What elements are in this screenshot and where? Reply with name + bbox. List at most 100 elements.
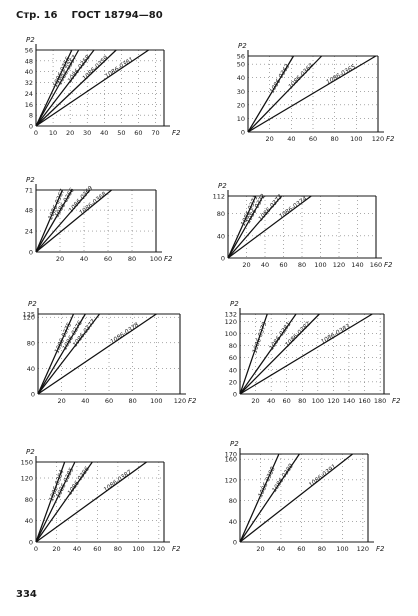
x-tick-label: 80 xyxy=(298,397,306,405)
y-tick-label: 40 xyxy=(229,366,237,374)
x-tick-label: 40 xyxy=(261,261,269,269)
series-line xyxy=(37,313,157,395)
series-line xyxy=(35,189,112,253)
x-axis-label: F2 xyxy=(164,255,173,263)
x-tick-label: 60 xyxy=(309,135,317,143)
y-axis-label: P2 xyxy=(28,300,37,308)
x-tick-label: 70 xyxy=(151,129,159,137)
x-tick-label: 120 xyxy=(372,135,384,143)
x-tick-label: 60 xyxy=(134,129,142,137)
series-line xyxy=(35,461,76,543)
y-tick-label: 40 xyxy=(229,518,237,526)
series-line xyxy=(37,313,75,395)
series-line xyxy=(37,313,86,395)
series-line xyxy=(227,195,283,259)
y-tick-label: 150 xyxy=(21,459,33,467)
x-tick-label: 180 xyxy=(374,397,386,405)
y-tick-label: 0 xyxy=(29,123,33,131)
y-tick-label: 40 xyxy=(237,74,245,82)
x-tick-label: 40 xyxy=(277,545,285,553)
series-line xyxy=(239,453,300,543)
x-tick-label: 40 xyxy=(80,255,88,263)
x-tick-label: 60 xyxy=(105,397,113,405)
y-tick-label: 50 xyxy=(237,61,245,69)
x-tick-label: 120 xyxy=(327,397,339,405)
series-line xyxy=(35,461,93,543)
x-axis-label: F2 xyxy=(386,135,395,143)
x-tick-label: 20 xyxy=(66,129,74,137)
x-axis-label: F2 xyxy=(384,261,393,269)
y-tick-label: 32 xyxy=(25,79,33,87)
y-tick-label: 40 xyxy=(25,517,33,525)
series-line xyxy=(247,55,323,133)
y-tick-label: 80 xyxy=(27,339,35,347)
x-tick-label: 160 xyxy=(358,397,370,405)
series-line xyxy=(35,49,80,127)
page-header: Стр. 16 ГОСТ 18794—80 xyxy=(16,10,163,21)
series-line xyxy=(227,195,257,259)
x-tick-label: 100 xyxy=(336,545,348,553)
series-label: 1086-0383 xyxy=(320,323,352,346)
x-tick-label: 20 xyxy=(251,397,259,405)
x-tick-label: 60 xyxy=(93,545,101,553)
x-axis-label: F2 xyxy=(188,397,197,405)
y-tick-label: 24 xyxy=(25,228,33,236)
x-tick-label: 100 xyxy=(150,397,162,405)
x-tick-label: 40 xyxy=(100,129,108,137)
series-line xyxy=(35,49,95,127)
y-tick-label: 40 xyxy=(217,232,225,240)
chart-panel-5: 20 40 60 80 100 12004080120125P2F21086-037510… xyxy=(23,300,197,405)
chart-panel-6: 20 40 60 80 100 120 140 160 18002040608010012013… xyxy=(225,300,401,405)
y-tick-label: 30 xyxy=(237,88,245,96)
y-tick-label: 24 xyxy=(25,90,33,98)
y-tick-label: 0 xyxy=(29,539,33,547)
x-tick-label: 120 xyxy=(357,545,369,553)
x-tick-label: 140 xyxy=(351,261,363,269)
y-tick-label: 0 xyxy=(233,391,237,399)
y-tick-label: 56 xyxy=(237,53,245,61)
x-axis-label: F2 xyxy=(172,129,181,137)
series-line xyxy=(35,189,73,253)
y-tick-label: 80 xyxy=(229,342,237,350)
y-tick-label: 132 xyxy=(225,311,237,319)
x-tick-label: 80 xyxy=(318,545,326,553)
x-tick-label: 60 xyxy=(279,261,287,269)
x-tick-label: 60 xyxy=(104,255,112,263)
x-tick-label: 100 xyxy=(312,397,324,405)
series-line xyxy=(35,49,149,127)
y-tick-label: 40 xyxy=(27,365,35,373)
y-tick-label: 0 xyxy=(221,255,225,263)
y-axis-label: P2 xyxy=(26,448,35,456)
x-tick-label: 20 xyxy=(58,397,66,405)
y-tick-label: 56 xyxy=(25,47,33,55)
x-tick-label: 140 xyxy=(343,397,355,405)
x-tick-label: 100 xyxy=(150,255,162,263)
y-tick-label: 48 xyxy=(25,57,33,65)
y-tick-label: 0 xyxy=(241,129,245,137)
x-tick-label: 0 xyxy=(34,545,38,553)
x-tick-label: 40 xyxy=(267,397,275,405)
x-tick-label: 120 xyxy=(174,397,186,405)
series-line xyxy=(239,453,354,543)
series-line xyxy=(227,195,312,259)
y-tick-label: 125 xyxy=(23,311,35,319)
series-line xyxy=(239,313,373,395)
x-axis-label: F2 xyxy=(172,545,181,553)
y-tick-label: 16 xyxy=(25,101,33,109)
chart-panel-1: 0 10 20 30 40 50 60 7008162432404856P2F21086-03… xyxy=(25,36,181,137)
y-tick-label: 170 xyxy=(225,451,237,459)
x-tick-label: 80 xyxy=(128,255,136,263)
y-tick-label: 8 xyxy=(29,112,33,120)
x-tick-label: 20 xyxy=(52,545,60,553)
x-tick-label: 80 xyxy=(114,545,122,553)
x-tick-label: 120 xyxy=(153,545,165,553)
x-tick-label: 40 xyxy=(81,397,89,405)
y-axis-label: P2 xyxy=(218,182,227,190)
x-tick-label: 50 xyxy=(117,129,125,137)
x-tick-label: 100 xyxy=(314,261,326,269)
chart-panel-4: 20 40 60 80 100 120 140 16004080112P2F21086-037… xyxy=(213,182,393,269)
y-tick-label: 48 xyxy=(25,207,33,215)
y-tick-label: 160 xyxy=(225,456,237,464)
series-line xyxy=(239,453,280,543)
